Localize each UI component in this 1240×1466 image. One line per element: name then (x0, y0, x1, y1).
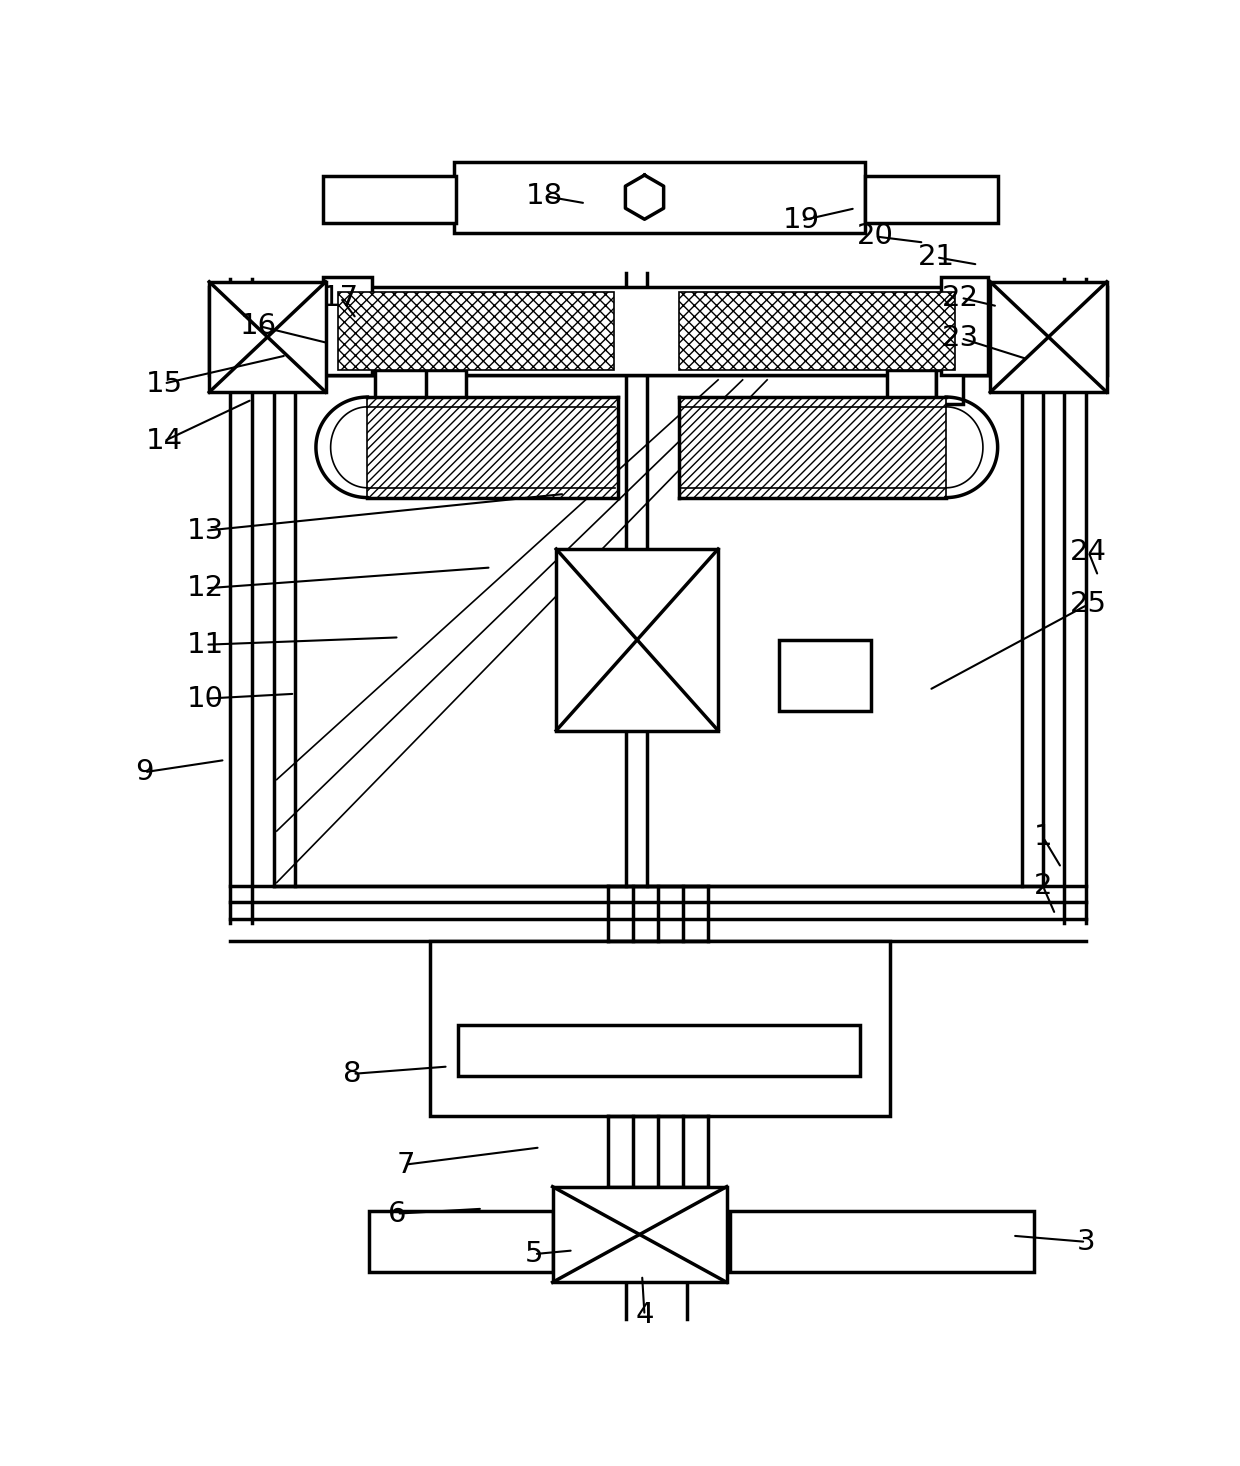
Bar (678, 292, 955, 369)
Text: 11: 11 (187, 630, 224, 658)
Bar (368, 1211, 553, 1272)
Text: 1: 1 (1034, 824, 1053, 852)
Bar (455, 161, 866, 233)
Bar (374, 369, 446, 405)
Text: 15: 15 (145, 369, 182, 397)
Text: 6: 6 (388, 1199, 405, 1227)
Text: 18: 18 (526, 182, 563, 210)
Text: 4: 4 (635, 1302, 653, 1330)
Bar (458, 1025, 861, 1076)
Text: 12: 12 (187, 575, 224, 603)
Bar (324, 176, 456, 223)
Bar (430, 941, 890, 1116)
Bar (324, 277, 372, 375)
Text: 2: 2 (1034, 872, 1053, 900)
Bar (367, 397, 618, 497)
Text: 16: 16 (239, 312, 277, 340)
Bar (780, 639, 872, 711)
Bar (678, 397, 946, 497)
Bar (210, 287, 1107, 375)
Bar (210, 281, 326, 391)
Text: 17: 17 (322, 284, 360, 312)
Text: 19: 19 (782, 207, 820, 235)
Text: 20: 20 (857, 223, 894, 251)
Text: 3: 3 (1076, 1229, 1095, 1256)
Bar (991, 281, 1107, 391)
Bar (339, 292, 614, 369)
Text: 9: 9 (135, 758, 154, 786)
Text: 10: 10 (187, 685, 224, 712)
Text: 7: 7 (397, 1151, 414, 1179)
Text: 5: 5 (525, 1240, 543, 1268)
Text: 8: 8 (343, 1060, 362, 1088)
Text: 25: 25 (1070, 591, 1107, 619)
Bar (941, 277, 988, 375)
Text: 21: 21 (918, 243, 955, 271)
Bar (936, 369, 963, 405)
Bar (866, 176, 998, 223)
Text: 23: 23 (942, 324, 980, 352)
Bar (730, 1211, 1034, 1272)
Bar (427, 369, 465, 405)
Bar (557, 550, 718, 730)
Text: 13: 13 (187, 516, 224, 545)
Text: 22: 22 (942, 284, 980, 312)
Text: 14: 14 (145, 427, 182, 454)
Bar (553, 1186, 727, 1283)
Bar (888, 369, 936, 405)
Text: 24: 24 (1070, 538, 1107, 566)
